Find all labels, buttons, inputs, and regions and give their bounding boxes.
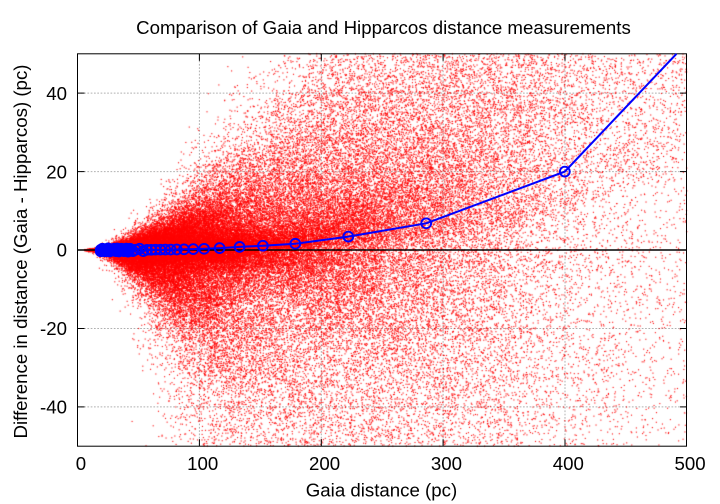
svg-text:0: 0 [57,240,67,261]
svg-text:500: 500 [675,453,706,474]
svg-text:-20: -20 [40,318,67,339]
svg-text:100: 100 [187,453,218,474]
svg-text:200: 200 [309,453,340,474]
svg-text:Comparison of Gaia and Hipparc: Comparison of Gaia and Hipparcos distanc… [136,17,631,38]
svg-text:Difference in distance (Gaia -: Difference in distance (Gaia - Hipparcos… [10,65,31,439]
svg-text:40: 40 [46,83,67,104]
svg-text:300: 300 [431,453,462,474]
svg-text:Gaia distance (pc): Gaia distance (pc) [306,479,457,500]
svg-text:-40: -40 [40,397,67,418]
svg-text:400: 400 [553,453,584,474]
svg-text:0: 0 [76,453,86,474]
svg-text:20: 20 [46,161,67,182]
